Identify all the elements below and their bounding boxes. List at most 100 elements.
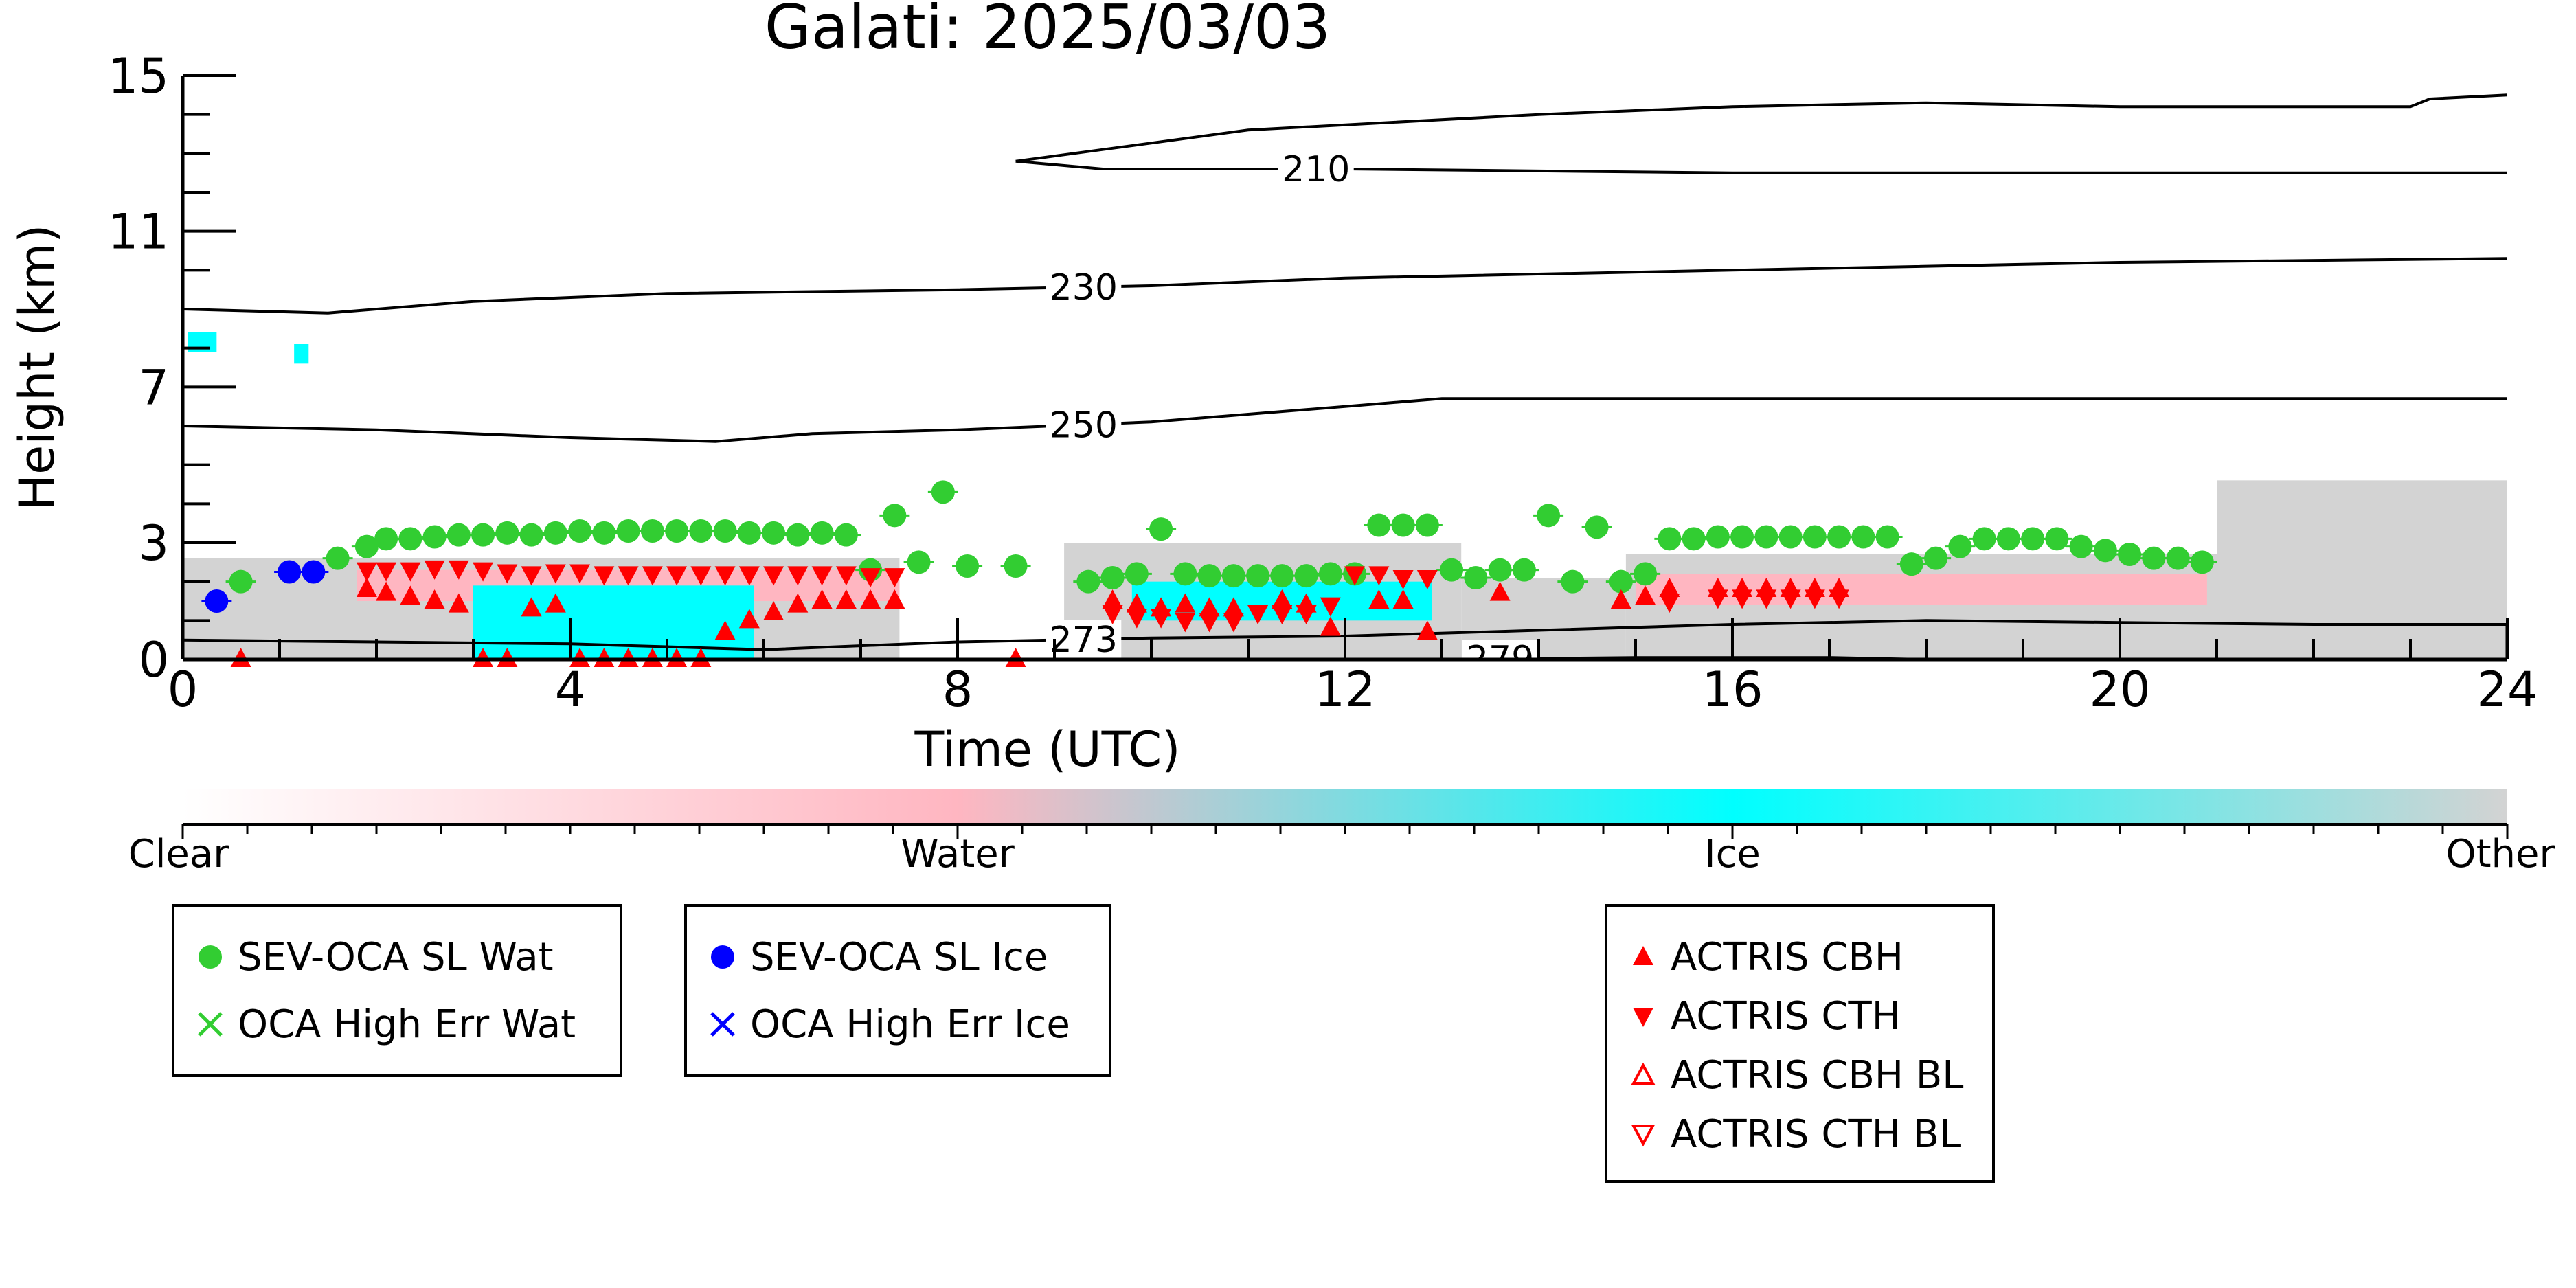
data-point — [2045, 527, 2069, 551]
data-point — [1512, 558, 1536, 582]
x-tick-label: 0 — [168, 662, 199, 718]
colorbar: Clear Water Ice Other — [128, 789, 2555, 877]
filled-triangle-down-icon — [1633, 1008, 1653, 1027]
data-point — [738, 609, 760, 629]
data-point — [1272, 605, 1293, 624]
legend-ice: SEV-OCA SL Ice OCA High Err Ice — [684, 904, 1111, 1077]
contour-label-bg — [1046, 620, 1122, 659]
data-point — [1392, 570, 1414, 589]
data-point — [1368, 566, 1390, 586]
contour-250-line — [183, 397, 2507, 443]
blue-circle-icon — [711, 945, 734, 969]
data-point — [666, 566, 688, 586]
data-point — [1464, 566, 1488, 589]
data-point — [689, 519, 713, 543]
data-point — [278, 560, 302, 584]
data-point — [497, 564, 518, 584]
contour-273-line — [183, 619, 2507, 651]
data-point — [594, 648, 615, 667]
data-point — [448, 593, 469, 613]
data-point — [229, 569, 253, 594]
data-point — [642, 566, 663, 586]
data-point — [1706, 525, 1730, 549]
data-point — [230, 648, 251, 667]
data-point — [1272, 589, 1293, 609]
data-point — [1221, 564, 1245, 588]
data-point — [618, 566, 639, 586]
data-point — [714, 566, 736, 586]
legend-label: ACTRIS CBH — [1671, 934, 1904, 980]
legend-item: ACTRIS CBH BL — [1623, 1051, 1963, 1099]
data-point — [690, 648, 712, 667]
data-point — [424, 589, 445, 609]
data-point — [1296, 605, 1317, 624]
data-point — [568, 519, 592, 543]
data-point — [545, 564, 566, 584]
data-point — [1707, 589, 1728, 609]
data-point — [1972, 527, 1996, 551]
data-point — [811, 589, 833, 609]
data-point — [1102, 589, 1123, 609]
contour-label-bg — [1046, 267, 1122, 306]
data-point — [1125, 562, 1149, 586]
data-point — [666, 648, 688, 667]
data-point — [422, 525, 447, 549]
data-markers — [201, 480, 2217, 667]
data-point — [665, 519, 689, 543]
data-point — [473, 648, 494, 667]
data-point — [398, 527, 422, 551]
data-point — [1076, 569, 1100, 594]
data-point — [326, 546, 350, 570]
contour-210-line — [1015, 159, 2507, 174]
data-point — [1416, 570, 1438, 589]
legend-label: ACTRIS CTH BL — [1671, 1111, 1961, 1157]
data-point — [592, 521, 616, 545]
data-point — [1440, 558, 1464, 582]
x-tick-label: 4 — [555, 662, 586, 718]
data-point — [521, 566, 542, 586]
data-point — [1199, 597, 1220, 617]
contour-label-bg — [1046, 405, 1122, 444]
y-tick-label: 0 — [138, 632, 169, 688]
data-point — [884, 568, 905, 588]
data-point — [569, 564, 591, 584]
data-point — [1175, 593, 1196, 613]
data-point — [738, 566, 760, 586]
contour-label: 250 — [1050, 405, 1118, 446]
legend-label: OCA High Err Ice — [750, 1002, 1070, 1047]
data-point — [762, 521, 786, 545]
data-point — [497, 648, 518, 667]
contour-210-line — [1015, 93, 2507, 163]
data-point — [1004, 554, 1028, 578]
x-tick-label: 24 — [2476, 662, 2538, 718]
data-point — [2190, 550, 2214, 574]
contour-label-bg — [1278, 150, 1354, 188]
y-tick-label: 15 — [108, 48, 169, 104]
data-point — [1173, 562, 1197, 586]
data-point — [1682, 527, 1706, 551]
data-point — [1223, 597, 1244, 617]
data-point — [374, 527, 398, 551]
contour-label: 279 — [1466, 639, 1534, 680]
legend-actris: ACTRIS CBH ACTRIS CTH ACTRIS CBH BL ACTR… — [1605, 904, 1995, 1183]
data-point — [1829, 589, 1850, 609]
x-tick-label: 16 — [1702, 662, 1763, 718]
data-point — [1197, 564, 1221, 588]
data-point — [860, 568, 881, 588]
data-point — [2069, 534, 2093, 558]
data-point — [2021, 527, 2045, 551]
legend-item: SEV-OCA SL Wat — [190, 933, 554, 981]
data-point — [424, 560, 445, 580]
data-point — [1246, 564, 1270, 588]
data-point — [205, 589, 229, 613]
data-point — [1151, 609, 1172, 629]
contour-230-line — [183, 257, 2507, 315]
legend-item: ACTRIS CTH BL — [1623, 1110, 1961, 1158]
legend-item: OCA High Err Wat — [190, 1000, 576, 1048]
data-point — [521, 597, 542, 617]
data-point — [2118, 543, 2142, 566]
data-point — [1320, 597, 1341, 617]
legend-item: ACTRIS CBH — [1623, 933, 1903, 981]
data-point — [1804, 589, 1825, 609]
